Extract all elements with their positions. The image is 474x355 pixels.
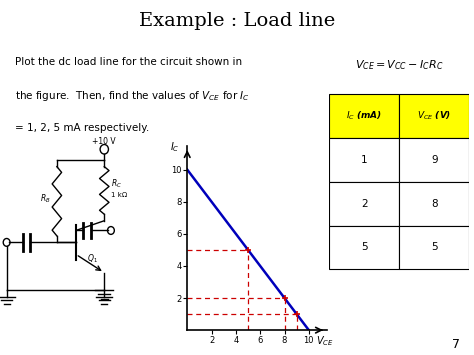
Bar (329, 225, 399, 269)
Bar (329, 138, 399, 182)
Text: 1 kΩ: 1 kΩ (111, 192, 127, 198)
Text: $R_C$: $R_C$ (111, 177, 122, 190)
Bar (329, 182, 399, 225)
Text: $R_B$: $R_B$ (40, 192, 50, 205)
Bar (399, 182, 469, 225)
Text: $I_C$: $I_C$ (170, 140, 180, 154)
Text: $\mathit{V_{CE}}$ (V): $\mathit{V_{CE}}$ (V) (417, 110, 451, 122)
Bar (399, 225, 469, 269)
Text: Example : Load line: Example : Load line (139, 12, 335, 31)
Text: Plot the dc load line for the circuit shown in: Plot the dc load line for the circuit sh… (15, 57, 243, 67)
Bar (329, 94, 399, 138)
Text: $\mathit{I_C}$ (mA): $\mathit{I_C}$ (mA) (346, 110, 383, 122)
Text: 5: 5 (431, 242, 438, 252)
Text: 2: 2 (361, 199, 368, 209)
Text: 9: 9 (431, 155, 438, 165)
Text: +10 V: +10 V (92, 137, 116, 146)
Text: 8: 8 (431, 199, 438, 209)
Text: = 1, 2, 5 mA respectively.: = 1, 2, 5 mA respectively. (15, 123, 150, 133)
Text: 1: 1 (361, 155, 368, 165)
Text: $V_{CE}$: $V_{CE}$ (316, 335, 334, 348)
Text: $Q_1$: $Q_1$ (87, 253, 98, 266)
Bar (399, 138, 469, 182)
Text: 5: 5 (361, 242, 368, 252)
Text: 7: 7 (452, 338, 460, 351)
Bar (399, 94, 469, 138)
Text: $V_{CE} = V_{CC} - I_C R_C$: $V_{CE} = V_{CC} - I_C R_C$ (355, 58, 444, 72)
Text: the figure.  Then, find the values of $V_{CE}$ for $I_C$: the figure. Then, find the values of $V_… (15, 89, 250, 103)
